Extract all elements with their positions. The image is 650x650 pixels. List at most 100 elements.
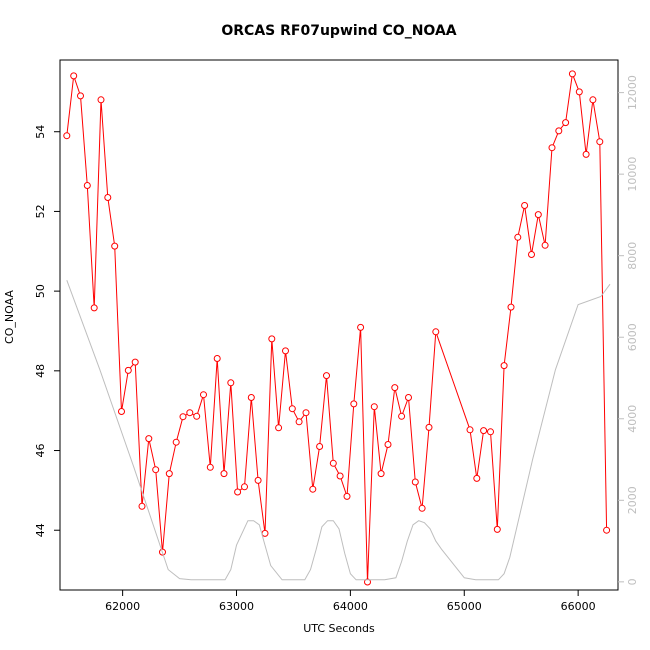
x-tick-label: 62000 — [105, 600, 140, 613]
data-point — [138, 502, 146, 510]
y-tick-label: 50 — [34, 284, 47, 298]
data-point — [473, 474, 481, 482]
data-point — [507, 303, 515, 311]
series-layer — [63, 70, 611, 586]
data-point — [500, 362, 508, 370]
y2-tick-label: 12000 — [626, 75, 639, 110]
data-point — [111, 242, 119, 250]
x-axis: 62000 63000 64000 65000 66000 — [105, 590, 596, 613]
data-point — [582, 150, 590, 158]
data-point — [589, 96, 597, 104]
data-point — [145, 435, 153, 443]
x-tick-label: 66000 — [561, 600, 596, 613]
y-axis-label: CO_NOAA — [3, 290, 16, 344]
data-point — [234, 488, 242, 496]
data-point — [165, 470, 173, 478]
data-point — [336, 472, 344, 480]
data-point — [206, 463, 214, 471]
y2-tick-label: 0 — [626, 578, 639, 585]
data-point — [261, 529, 269, 537]
data-point — [350, 400, 358, 408]
data-point — [418, 504, 426, 512]
data-point — [548, 144, 556, 152]
plot-frame — [59, 59, 619, 591]
y2-tick-label: 6000 — [626, 323, 639, 351]
y2-tick-label: 2000 — [626, 486, 639, 514]
data-point — [131, 358, 139, 366]
data-point — [603, 526, 611, 534]
data-point — [70, 72, 78, 80]
data-point — [90, 304, 98, 312]
y-tick-label: 52 — [34, 204, 47, 218]
data-point — [384, 441, 392, 448]
data-point — [514, 233, 522, 241]
y-tick-label: 44 — [34, 523, 47, 537]
data-point — [268, 335, 276, 343]
data-point — [398, 412, 406, 420]
data-point — [391, 384, 399, 392]
data-point — [309, 485, 317, 493]
data-point — [97, 96, 105, 104]
data-point — [179, 413, 187, 421]
data-point — [104, 194, 112, 201]
data-point — [200, 391, 207, 399]
data-point — [541, 241, 549, 249]
data-point — [493, 525, 501, 533]
y2-tick-label: 4000 — [626, 405, 639, 433]
data-point — [77, 92, 84, 100]
data-point — [487, 428, 494, 436]
data-point — [118, 408, 125, 415]
data-point — [555, 127, 563, 135]
data-point — [480, 427, 488, 435]
data-point — [186, 409, 194, 417]
data-point — [411, 478, 419, 486]
data-point — [432, 328, 440, 336]
y-axis-left: 44 46 48 50 52 54 — [34, 125, 60, 537]
y-tick-label: 54 — [34, 125, 47, 139]
y2-tick-label: 10000 — [626, 157, 639, 192]
data-point — [357, 323, 365, 331]
data-point — [124, 366, 132, 374]
data-point — [220, 470, 228, 478]
data-point — [63, 132, 71, 140]
data-point — [152, 466, 160, 474]
x-tick-label: 63000 — [219, 600, 254, 613]
data-point — [521, 202, 529, 209]
data-point — [241, 483, 248, 491]
data-point — [288, 405, 296, 413]
data-point — [172, 438, 180, 446]
data-point — [377, 470, 385, 478]
x-axis-label: UTC Seconds — [303, 622, 375, 635]
series-line — [66, 73, 608, 583]
data-point — [295, 418, 303, 426]
data-point — [466, 426, 474, 434]
data-point — [275, 424, 283, 432]
series-line — [66, 280, 611, 581]
y-axis-right: 0 2000 4000 6000 8000 10000 12000 — [618, 75, 639, 585]
data-point — [329, 459, 337, 467]
data-point — [323, 372, 330, 380]
data-point — [425, 423, 433, 431]
y2-tick-label: 8000 — [626, 242, 639, 270]
data-point — [83, 182, 91, 189]
data-point — [247, 394, 255, 401]
data-point — [568, 70, 576, 78]
data-point — [562, 119, 570, 127]
data-point — [343, 492, 351, 500]
data-point — [405, 394, 412, 401]
y-tick-label: 46 — [34, 444, 47, 458]
data-point — [213, 355, 221, 362]
data-point — [193, 412, 201, 420]
x-tick-label: 65000 — [447, 600, 482, 613]
data-point — [254, 476, 262, 484]
data-point — [534, 211, 542, 219]
data-point — [282, 347, 289, 355]
x-tick-label: 64000 — [333, 600, 368, 613]
chart-title: ORCAS RF07upwind CO_NOAA — [221, 23, 456, 39]
data-point — [596, 138, 604, 146]
data-point — [575, 88, 583, 96]
data-point — [528, 251, 535, 258]
data-point — [316, 443, 324, 450]
data-point — [370, 403, 378, 411]
